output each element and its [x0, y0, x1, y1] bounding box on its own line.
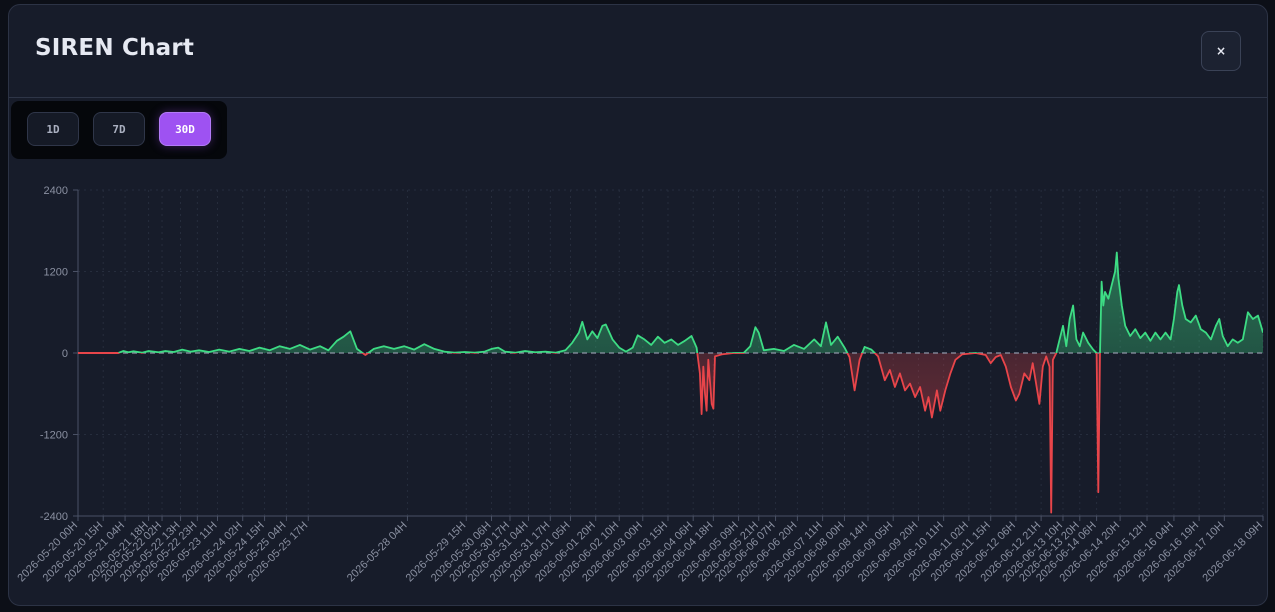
y-tick-label: -2400: [40, 511, 68, 523]
range-30d-button[interactable]: 30D: [159, 112, 211, 146]
negative-series-line: [78, 353, 1101, 514]
y-tick-label: 1200: [44, 267, 68, 279]
positive-area-fill: [78, 252, 1263, 353]
modal-header: SIREN Chart ×: [9, 5, 1267, 98]
positive-series-line: [78, 251, 1263, 353]
y-tick-label: 2400: [44, 185, 68, 197]
y-tick-label: 0: [62, 348, 68, 360]
close-button[interactable]: ×: [1201, 31, 1241, 71]
range-7d-button[interactable]: 7D: [93, 112, 145, 146]
negative-area-fill: [78, 353, 1263, 513]
time-range-selector: 1D 7D 30D: [11, 101, 227, 159]
x-tick-label: 2026-05-28 04H: [345, 520, 410, 585]
modal-title: SIREN Chart: [35, 35, 195, 61]
y-tick-label: -1200: [40, 430, 68, 442]
range-1d-button[interactable]: 1D: [27, 112, 79, 146]
